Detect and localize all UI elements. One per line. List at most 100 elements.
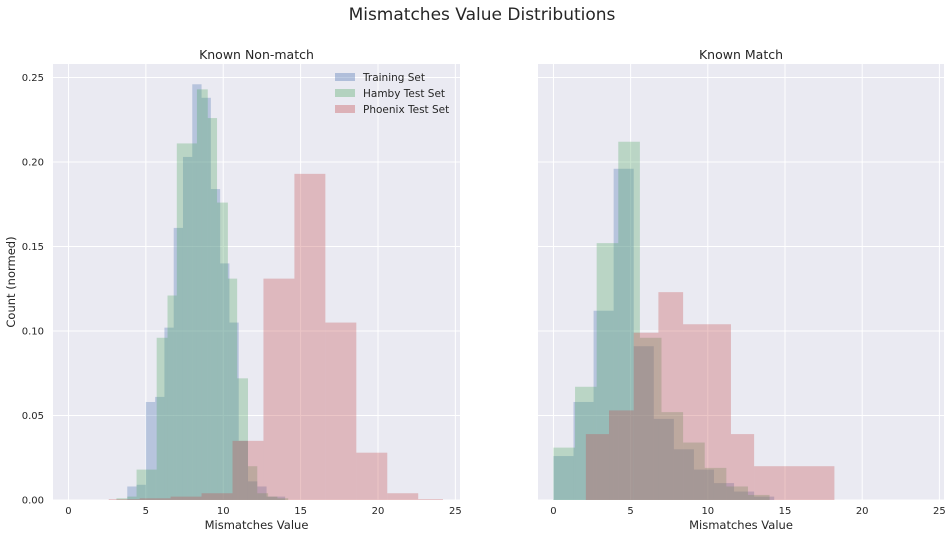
histogram-bar bbox=[136, 484, 146, 500]
y-tick-label: 0.10 bbox=[22, 327, 44, 338]
histogram-bar bbox=[170, 496, 202, 500]
histogram-bar bbox=[747, 494, 770, 500]
histogram-bar bbox=[693, 469, 714, 500]
histogram-bar bbox=[268, 496, 278, 500]
histogram-bar bbox=[155, 396, 165, 500]
histogram-bar bbox=[726, 486, 748, 500]
x-tick-label: 10 bbox=[217, 506, 230, 517]
histogram-bar bbox=[754, 496, 775, 500]
series-hamby-test-set bbox=[116, 89, 289, 501]
x-tick-label: 25 bbox=[449, 506, 462, 517]
legend-swatch bbox=[335, 73, 355, 81]
histogram-bar bbox=[116, 498, 128, 500]
series-phoenix-test-set bbox=[585, 292, 835, 500]
histogram-bar bbox=[237, 378, 248, 500]
histogram-bar bbox=[201, 97, 211, 500]
x-tick-label: 5 bbox=[143, 506, 149, 517]
histogram-bar bbox=[196, 89, 208, 500]
legend-swatch bbox=[335, 89, 355, 97]
histogram-bar bbox=[618, 141, 640, 500]
histogram-bar bbox=[229, 322, 239, 500]
histogram-bar bbox=[658, 292, 684, 500]
series-hamby-test-set bbox=[553, 141, 770, 501]
panel-title: Known Non-match bbox=[199, 47, 314, 62]
x-tick-label: 15 bbox=[294, 506, 307, 517]
histogram-bar bbox=[704, 467, 727, 500]
histogram-bar bbox=[613, 168, 634, 500]
histogram-bar bbox=[164, 327, 174, 500]
histogram-bar bbox=[207, 118, 218, 501]
y-tick-label: 0.20 bbox=[22, 158, 44, 169]
histogram-bar bbox=[277, 498, 289, 500]
histogram-bar bbox=[139, 498, 171, 500]
y-tick-label: 0.00 bbox=[22, 496, 44, 507]
histogram-bar bbox=[167, 295, 177, 500]
right-plot-panel: 0 5 10 15 20 25 Known Match Mismatches Value bbox=[538, 47, 946, 532]
histogram-bar bbox=[387, 493, 419, 500]
x-axis-label: Mismatches Value bbox=[689, 518, 793, 532]
histogram-bar bbox=[266, 496, 276, 500]
histogram-bar bbox=[730, 434, 755, 500]
plot-background bbox=[53, 64, 460, 500]
histogram-bar bbox=[325, 322, 357, 500]
histogram-bar bbox=[734, 491, 755, 500]
left-plot-panel: 0 5 10 15 20 25 0.00 0.05 0.10 0.15 0.20 0.25 Known … bbox=[4, 47, 462, 532]
histogram-bar bbox=[585, 434, 610, 500]
histogram-bar bbox=[257, 493, 269, 500]
x-tick-label: 5 bbox=[627, 506, 633, 517]
histogram-bar bbox=[683, 324, 731, 500]
histogram-bar bbox=[247, 466, 258, 500]
x-tick-label: 10 bbox=[701, 506, 714, 517]
x-tick-label: 20 bbox=[856, 506, 869, 517]
histogram-bar bbox=[683, 442, 705, 500]
legend-label: Training Set bbox=[362, 72, 425, 84]
x-tick-label: 0 bbox=[550, 506, 556, 517]
y-tick-label: 0.15 bbox=[22, 242, 44, 253]
histogram-bar bbox=[257, 486, 267, 500]
histogram-bar bbox=[294, 173, 326, 500]
histogram-bar bbox=[127, 486, 137, 500]
histogram-bar bbox=[187, 143, 197, 500]
histogram-bar bbox=[653, 418, 674, 500]
panel-title: Known Match bbox=[699, 47, 783, 62]
histogram-bar bbox=[553, 456, 574, 500]
histogram-bar bbox=[147, 469, 157, 500]
histogram-bar bbox=[127, 496, 137, 500]
legend-label: Hamby Test Set bbox=[363, 88, 445, 100]
legend: Training Set Hamby Test Set Phoenix Test S… bbox=[335, 72, 449, 116]
histogram-bar bbox=[176, 143, 188, 500]
x-axis-label: Mismatches Value bbox=[205, 518, 309, 532]
legend-label: Phoenix Test Set bbox=[363, 104, 449, 116]
histogram-bar bbox=[418, 499, 443, 500]
histogram-bar bbox=[593, 310, 614, 500]
histogram-bar bbox=[182, 156, 193, 500]
histogram-bar bbox=[220, 263, 230, 500]
histogram-bar bbox=[673, 449, 694, 500]
histogram-bar bbox=[238, 440, 248, 500]
x-tick-label: 15 bbox=[779, 506, 792, 517]
histogram-bar bbox=[263, 278, 295, 500]
histogram-bar bbox=[661, 412, 684, 500]
histogram-bar bbox=[232, 440, 264, 500]
histogram-bar bbox=[210, 189, 221, 500]
histogram-bar bbox=[633, 332, 659, 500]
histogram-bar bbox=[633, 346, 654, 500]
y-tick-label: 0.05 bbox=[22, 411, 44, 422]
series-training-set bbox=[127, 84, 286, 501]
histogram-bar bbox=[596, 243, 619, 501]
figure-title: Mismatches Value Distributions bbox=[349, 5, 616, 25]
plot-background bbox=[538, 64, 944, 500]
histogram-bar bbox=[108, 499, 140, 500]
histogram-bar bbox=[754, 466, 835, 500]
x-tick-label: 25 bbox=[933, 506, 946, 517]
y-tick-label: 0.25 bbox=[22, 73, 44, 84]
histogram-bar bbox=[575, 386, 597, 500]
histogram-bar bbox=[145, 401, 156, 500]
histogram-bar bbox=[192, 84, 202, 501]
histogram-bar bbox=[609, 410, 634, 500]
histogram-bar bbox=[553, 447, 576, 500]
histogram-bar bbox=[713, 483, 735, 500]
histogram-bar bbox=[227, 278, 238, 500]
histogram-bar bbox=[275, 496, 286, 500]
